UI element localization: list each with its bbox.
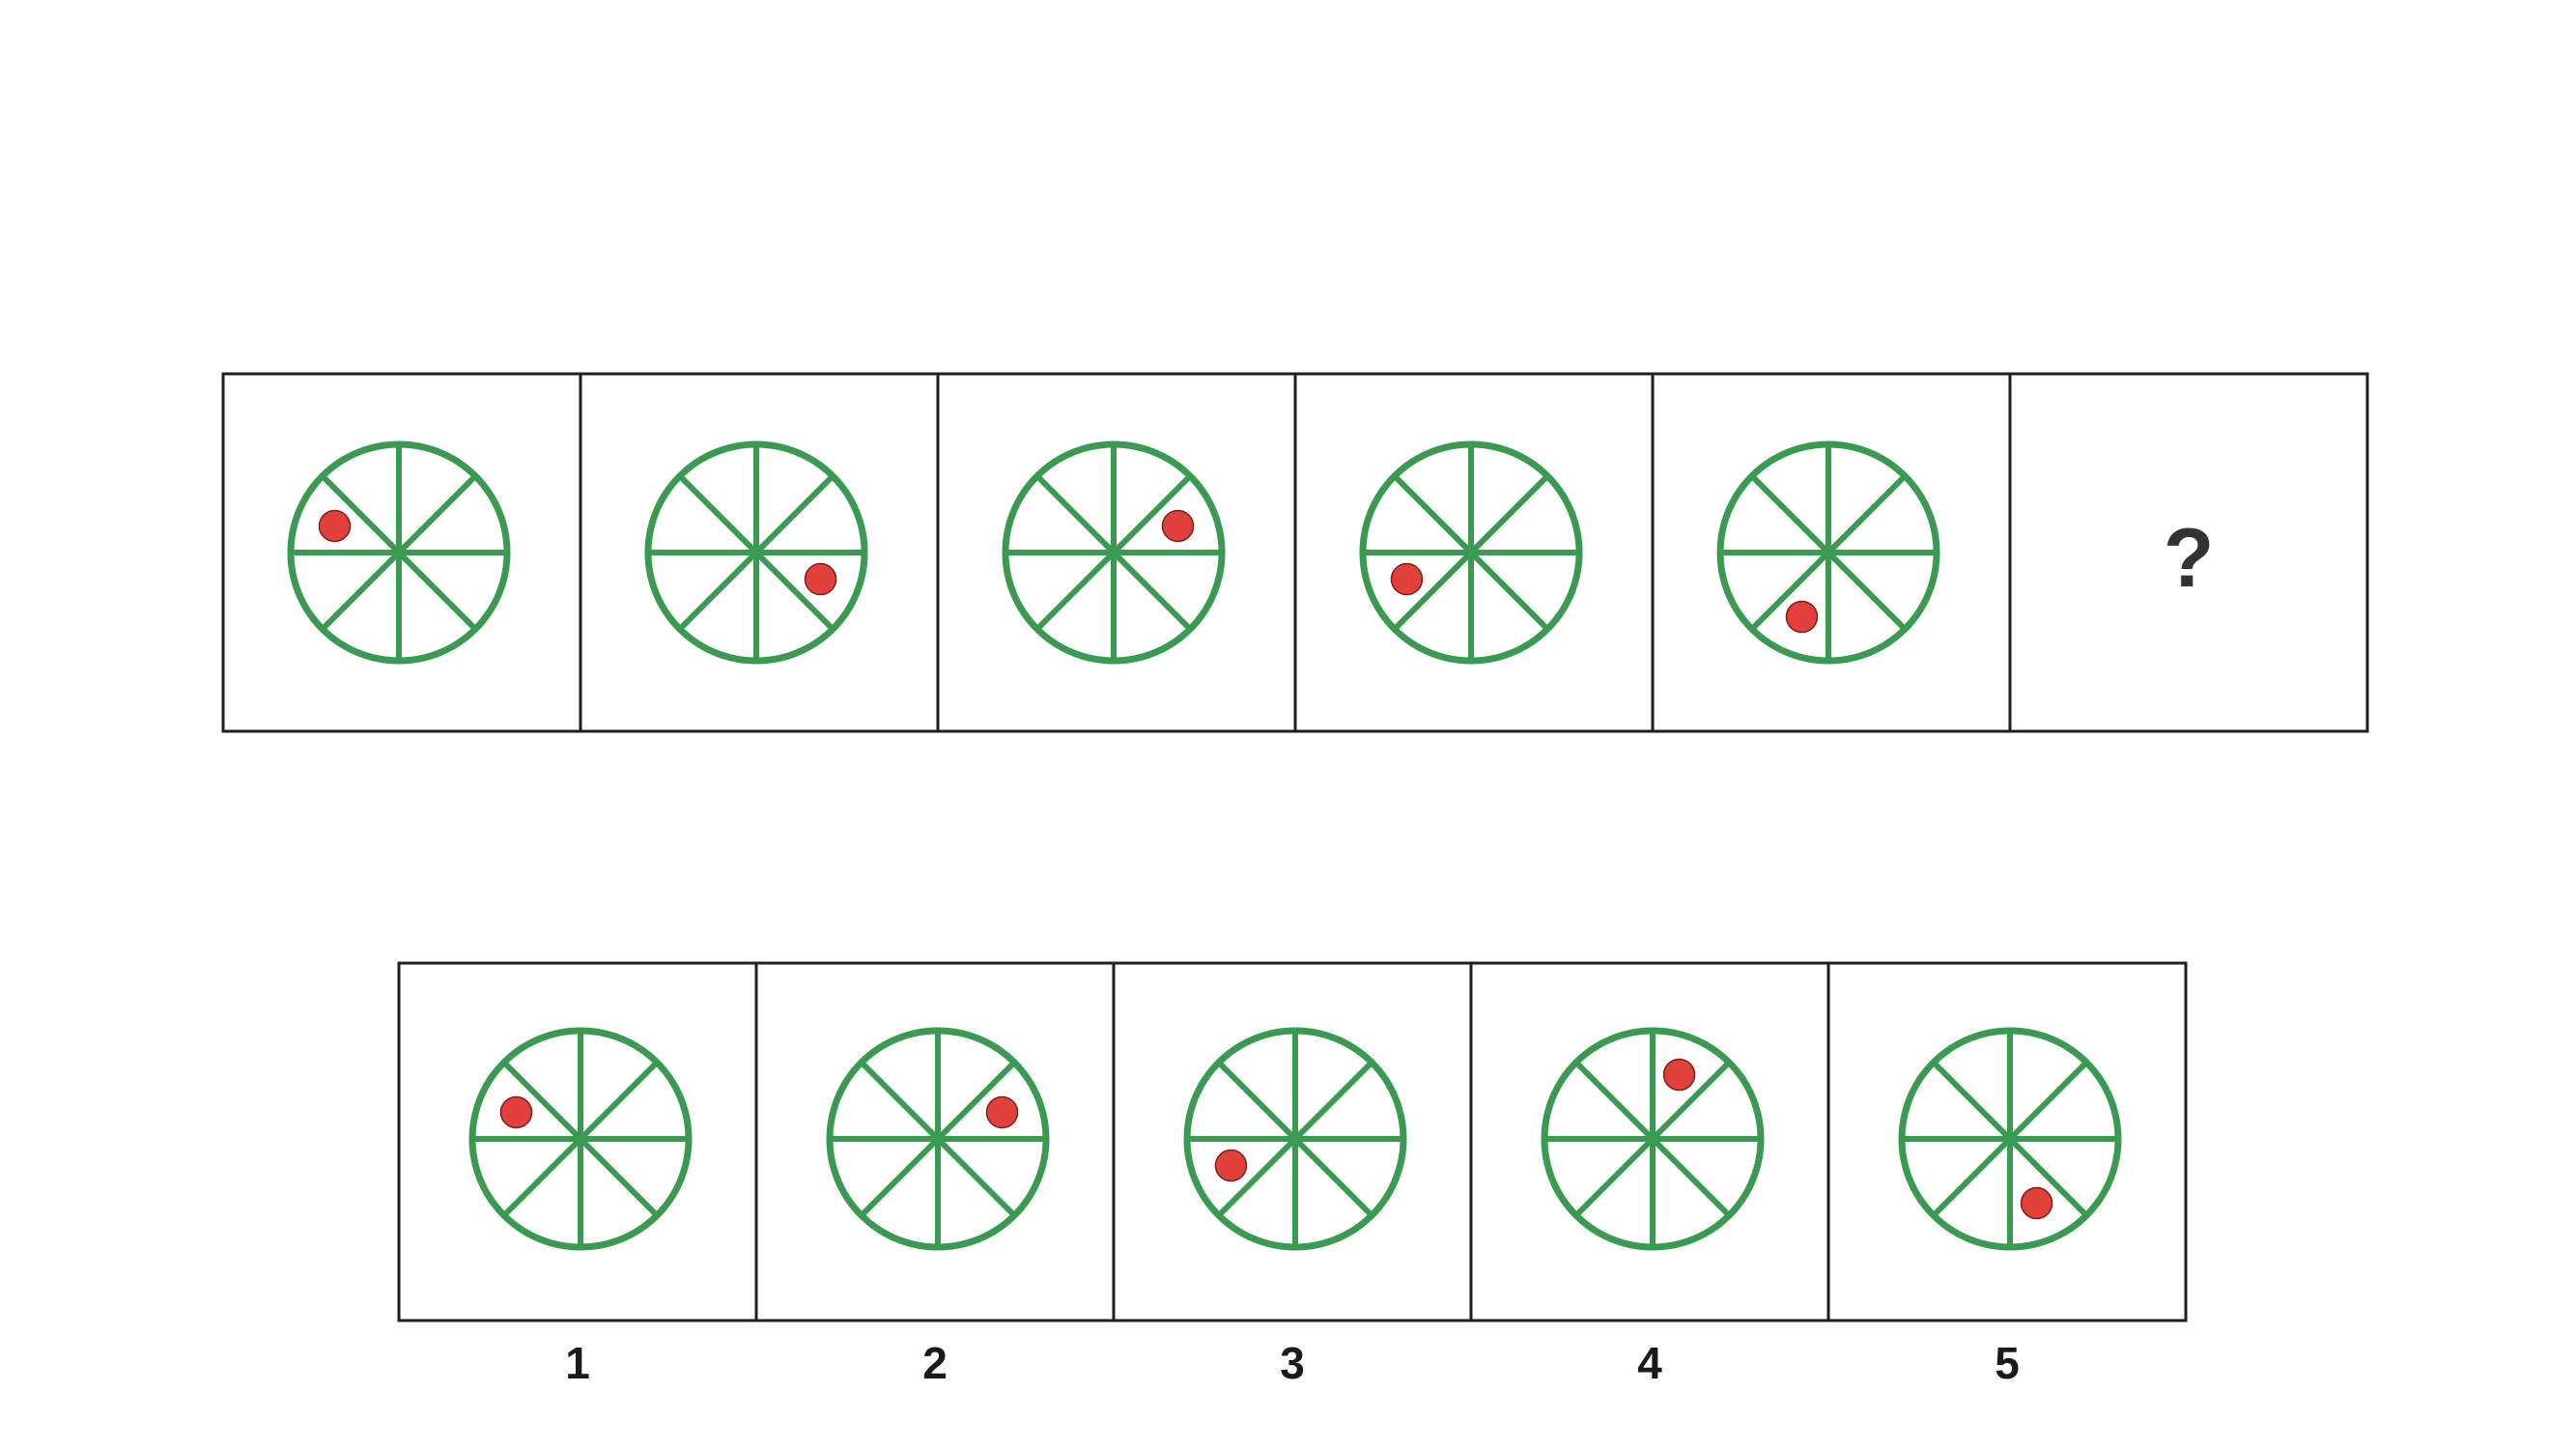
red-dot xyxy=(1390,562,1424,596)
wheel-spoke xyxy=(1392,473,1474,555)
wheel-spoke xyxy=(396,473,478,555)
red-dot xyxy=(1785,600,1819,634)
wheel-spoke xyxy=(859,1136,941,1218)
option-wheel xyxy=(1183,1027,1407,1251)
wheel-spoke xyxy=(578,1060,660,1142)
wheel-spoke xyxy=(1216,1060,1298,1142)
question-mark: ? xyxy=(2164,512,2215,605)
sequence-wheel xyxy=(644,440,868,665)
option-frame[interactable] xyxy=(1826,961,2188,1322)
answer-option-2[interactable]: 2 xyxy=(754,961,1116,1388)
option-wheel xyxy=(468,1027,693,1251)
wheel-spoke xyxy=(1573,1136,1656,1218)
wheel-spoke xyxy=(1216,1136,1298,1218)
wheel-spoke xyxy=(1034,550,1117,632)
wheel-spoke xyxy=(1749,473,1831,555)
wheel-spoke xyxy=(935,1060,1017,1142)
sequence-cell xyxy=(1293,372,1655,733)
wheel-spoke xyxy=(396,550,478,632)
wheel-spoke xyxy=(1573,1060,1656,1142)
wheel-spoke xyxy=(935,1136,1017,1218)
wheel-spoke xyxy=(501,1060,583,1142)
cell-frame xyxy=(2008,372,2369,733)
wheel-spoke xyxy=(1650,1136,1732,1218)
wheel-spoke xyxy=(1749,550,1831,632)
wheel-spoke xyxy=(859,1060,941,1142)
options-row: 1 2 3 4 5 xyxy=(397,961,2188,1388)
red-dot xyxy=(318,509,352,543)
wheel-spoke xyxy=(1931,1060,2013,1142)
option-label: 4 xyxy=(1637,1338,1662,1388)
unknown-cell: ? xyxy=(2008,372,2369,733)
sequence-wheel xyxy=(1359,440,1583,665)
wheel-spoke xyxy=(1111,473,1193,555)
red-dot xyxy=(1662,1058,1696,1092)
sequence-cell xyxy=(936,372,1297,733)
wheel-spoke xyxy=(1468,550,1550,632)
red-dot xyxy=(1214,1149,1248,1182)
wheel-spoke xyxy=(677,473,759,555)
sequence-cell xyxy=(579,372,940,733)
red-dot xyxy=(804,562,837,596)
sequence-row: ? xyxy=(221,372,2369,733)
option-wheel xyxy=(1541,1027,1765,1251)
answer-option-5[interactable]: 5 xyxy=(1826,961,2188,1388)
option-label: 1 xyxy=(565,1338,590,1388)
answer-option-4[interactable]: 4 xyxy=(1469,961,1830,1388)
sequence-cell xyxy=(1651,372,2012,733)
wheel-spoke xyxy=(753,473,835,555)
wheel-spoke xyxy=(1826,550,1908,632)
answer-option-1[interactable]: 1 xyxy=(397,961,758,1388)
wheel-spoke xyxy=(677,550,759,632)
wheel-spoke xyxy=(1292,1136,1374,1218)
wheel-spoke xyxy=(2007,1060,2089,1142)
wheel-spoke xyxy=(320,550,402,632)
wheel-spoke xyxy=(1292,1060,1374,1142)
sequence-wheel xyxy=(1002,440,1226,665)
wheel-spoke xyxy=(753,550,835,632)
wheel-spoke xyxy=(1931,1136,2013,1218)
option-label: 2 xyxy=(922,1338,948,1388)
wheel-spoke xyxy=(1650,1060,1732,1142)
wheel-spoke xyxy=(1826,473,1908,555)
wheel-spoke xyxy=(2007,1136,2089,1218)
red-dot xyxy=(499,1095,533,1129)
wheel-spoke xyxy=(501,1136,583,1218)
red-dot xyxy=(2020,1186,2053,1220)
wheel-spoke xyxy=(320,473,402,555)
option-wheel xyxy=(826,1027,1050,1251)
option-wheel xyxy=(1898,1027,2122,1251)
sequence-wheel xyxy=(287,440,511,665)
wheel-spoke xyxy=(578,1136,660,1218)
sequence-wheel xyxy=(1716,440,1940,665)
answer-option-3[interactable]: 3 xyxy=(1112,961,1473,1388)
option-label: 5 xyxy=(1995,1338,2020,1388)
wheel-spoke xyxy=(1034,473,1117,555)
option-label: 3 xyxy=(1280,1338,1305,1388)
red-dot xyxy=(1161,509,1195,543)
wheel-spoke xyxy=(1468,473,1550,555)
sequence-cell xyxy=(221,372,582,733)
red-dot xyxy=(985,1095,1019,1129)
wheel-spoke xyxy=(1111,550,1193,632)
wheel-spoke xyxy=(1392,550,1474,632)
